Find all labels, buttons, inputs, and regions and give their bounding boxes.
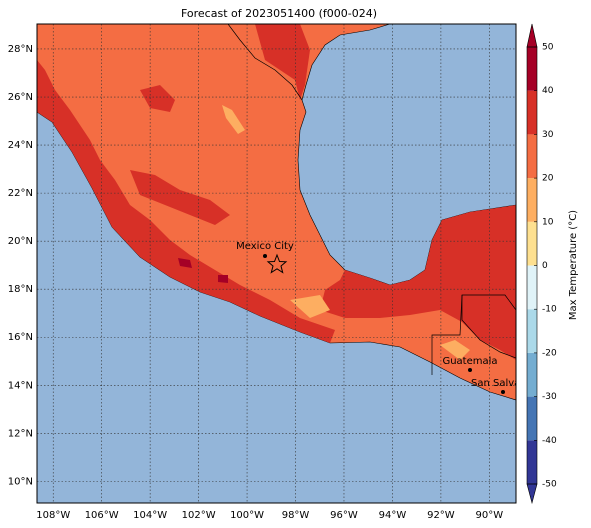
colorbar-tick-label: 20 [542, 174, 554, 184]
city-dot [468, 368, 472, 372]
colorbar-swatch [527, 265, 537, 310]
x-tick-label: 108°W [36, 510, 70, 521]
warm-region [140, 85, 175, 112]
colorbar-tick-label: 10 [542, 217, 554, 227]
graticule [37, 24, 516, 503]
x-tick-label: 96°W [330, 510, 358, 521]
x-tick-label: 90°W [476, 510, 504, 521]
y-tick-label: 16°N [8, 332, 33, 343]
y-tick-label: 28°N [8, 44, 33, 55]
city-dot [263, 254, 267, 258]
colorbar-swatch [527, 396, 537, 441]
x-tick-label: 98°W [282, 510, 310, 521]
colorbar-tick-label: 40 [542, 86, 554, 96]
x-tick-label: 104°W [133, 510, 167, 521]
axis-labels: 108°W 106°W 104°W 102°W 100°W 98°W 96°W 94°W 92°… [8, 44, 503, 521]
colorbar-swatch [527, 440, 537, 484]
y-tick-label: 18°N [8, 284, 33, 295]
cities: Mexico City Guatemala San Salvador [236, 241, 538, 394]
y-tick-label: 20°N [8, 236, 33, 247]
city-dot [501, 390, 505, 394]
cool-patch [222, 105, 245, 134]
cool-patch [440, 340, 470, 360]
colorbar-tick-label: -20 [542, 348, 557, 358]
colorbar: -50 -40 -30 -20 -10 0 10 20 30 40 50 Max Temperatur… [526, 23, 579, 505]
warm-region [255, 24, 310, 100]
colorbar-tick-label: 50 [542, 43, 554, 53]
y-tick-label: 26°N [8, 92, 33, 103]
x-tick-label: 100°W [230, 510, 264, 521]
colorbar-swatch [527, 309, 537, 353]
colorbar-swatch [527, 134, 537, 179]
x-tick-label: 94°W [379, 510, 407, 521]
colorbar-extend [526, 23, 538, 48]
border [431, 294, 516, 375]
y-tick-label: 14°N [8, 380, 33, 391]
y-tick-label: 10°N [8, 476, 33, 487]
title: Forecast of 2023051400 (f000-024) [181, 7, 377, 20]
map-frame [36, 23, 517, 504]
y-tick-label: 12°N [8, 428, 33, 439]
map-area: Mexico City Guatemala San Salvador [37, 24, 538, 503]
colorbar-tick-label: -10 [542, 305, 557, 315]
y-tick-label: 22°N [8, 188, 33, 199]
x-tick-label: 102°W [182, 510, 216, 521]
border [461, 295, 516, 359]
colorbar-swatch [527, 90, 537, 135]
x-tick-label: 92°W [427, 510, 455, 521]
x-tick-label: 106°W [85, 510, 119, 521]
warm-region [130, 170, 230, 225]
warm-region [320, 205, 516, 360]
city-label: Guatemala [442, 356, 497, 367]
colorbar-swatch [527, 221, 537, 266]
city-label: San Salvador [471, 378, 538, 389]
colorbar-tick-label: -30 [542, 392, 557, 402]
colorbar-label: Max Temperature (°C) [568, 210, 579, 320]
cool-patch [290, 295, 330, 318]
colorbar-swatch [527, 47, 537, 91]
colorbar-tick-label: 0 [542, 261, 548, 271]
hot-spot [178, 258, 192, 268]
border [227, 24, 303, 101]
colorbar-extend [526, 483, 538, 505]
colorbar-tick-label: -50 [542, 480, 557, 490]
colorbar-tick-label: 30 [542, 130, 554, 140]
y-tick-label: 24°N [8, 140, 33, 151]
hot-spot [218, 275, 228, 283]
colorbar-tick-label: -40 [542, 436, 557, 446]
star-marker [266, 253, 288, 274]
colorbar-swatch [527, 178, 537, 222]
city-label: Mexico City [236, 241, 294, 252]
colorbar-swatch [527, 352, 537, 397]
